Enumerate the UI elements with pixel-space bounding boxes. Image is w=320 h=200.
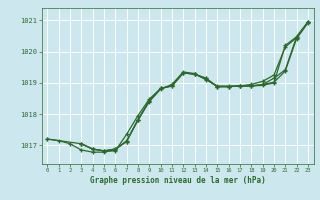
X-axis label: Graphe pression niveau de la mer (hPa): Graphe pression niveau de la mer (hPa) [90,176,266,185]
